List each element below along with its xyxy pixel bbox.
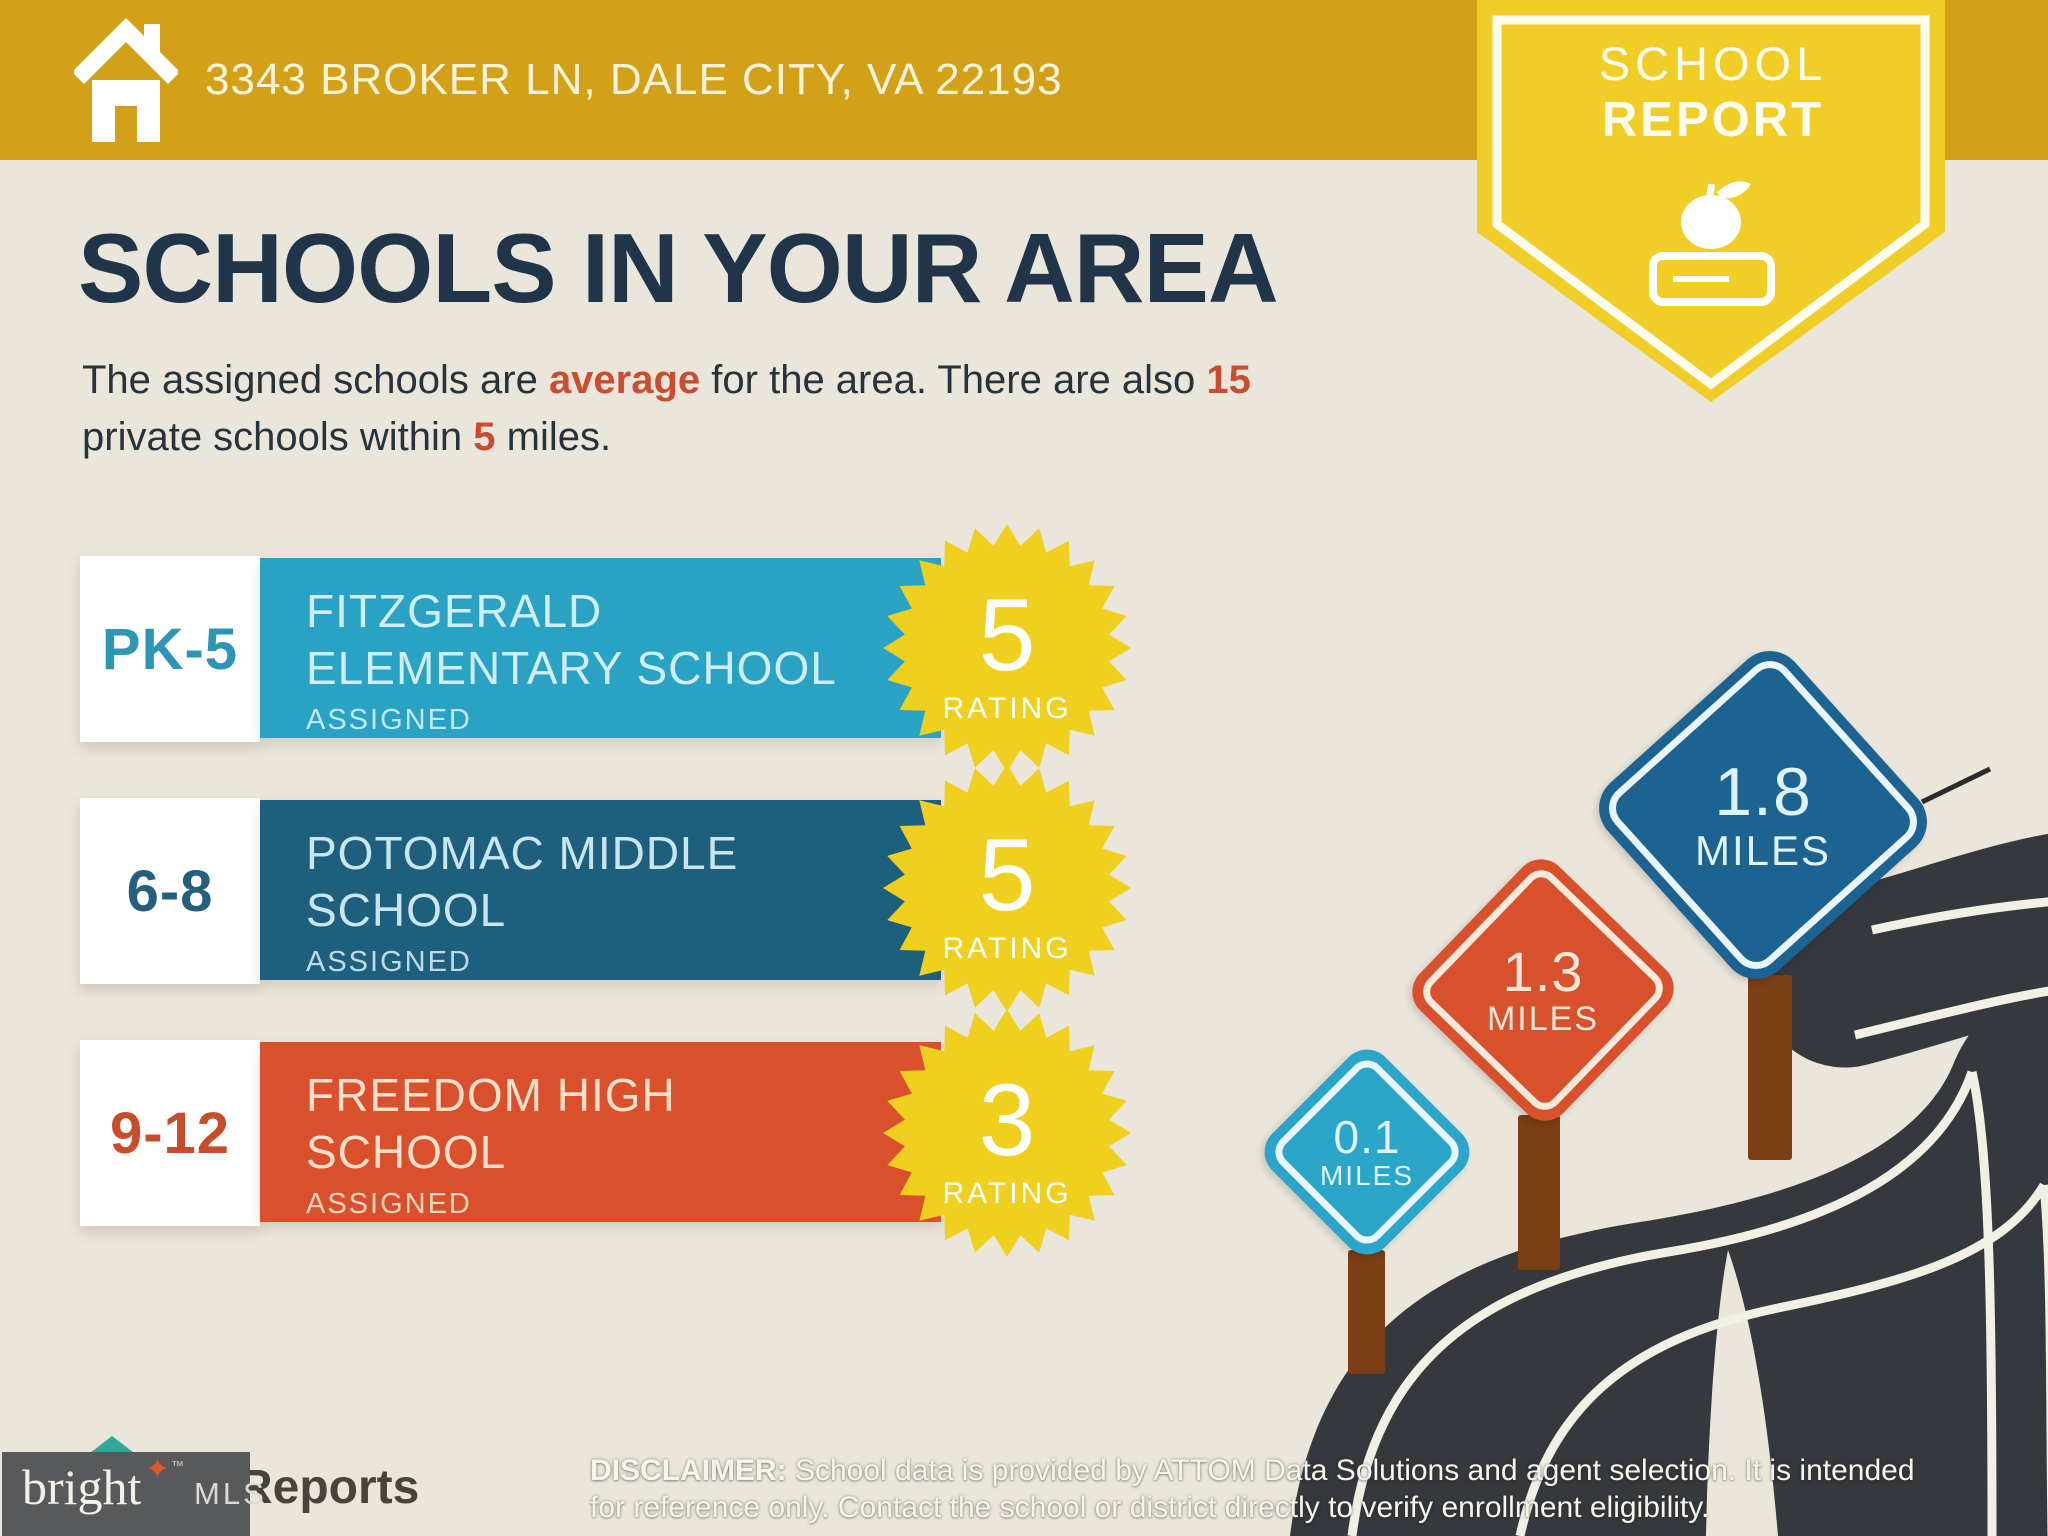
svg-text:5: 5 [979, 578, 1036, 692]
book-icon [1649, 252, 1775, 306]
svg-text:REPORT: REPORT [1602, 93, 1824, 147]
apple-icon [1681, 181, 1751, 249]
distance-unit: MILES [1319, 1160, 1415, 1192]
school-bar-elementary: FITZGERALD ELEMENTARY SCHOOL ASSIGNED [260, 558, 941, 738]
disclaimer-text: DISCLAIMER: School data is provided by A… [590, 1454, 1915, 1524]
school-name: POTOMAC MIDDLE SCHOOL [306, 827, 739, 936]
school-bar-high: FREEDOM HIGH SCHOOL ASSIGNED [260, 1042, 941, 1222]
road-edge-lines [1347, 897, 2048, 1536]
trademark-symbol: ™ [171, 1458, 184, 1473]
assigned-label: ASSIGNED [306, 1188, 472, 1220]
svg-text:5: 5 [979, 818, 1036, 932]
svg-text:RATING: RATING [942, 692, 1071, 725]
sign-post-near [1348, 1250, 1385, 1374]
svg-text:3: 3 [979, 1063, 1036, 1177]
sparkle-icon: ✦ [145, 1453, 171, 1486]
svg-text:RATING: RATING [942, 1177, 1071, 1210]
school-name: FREEDOM HIGH SCHOOL [306, 1069, 676, 1178]
distance-value: 0.1 [1333, 1111, 1401, 1164]
distance-value: 1.3 [1502, 939, 1584, 1003]
svg-text:RATING: RATING [942, 932, 1071, 965]
sign-post-far [1748, 975, 1792, 1160]
distance-unit: MILES [1486, 999, 1600, 1038]
brand-suffix: MLS [194, 1476, 267, 1511]
svg-text:SCHOOL: SCHOOL [1599, 37, 1828, 90]
home-icon [74, 17, 178, 142]
school-report-badge: SCHOOL REPORT [1477, 0, 1945, 402]
rating-starburst-middle: 5 RATING [883, 764, 1131, 1012]
page-title: SCHOOLS IN YOUR AREA [78, 213, 1279, 323]
distance-value: 1.8 [1714, 754, 1812, 831]
property-address: 3343 BROKER LN, DALE CITY, VA 22193 [205, 55, 1063, 104]
subtitle-line-1: The assigned schools are average for the… [82, 358, 1251, 402]
grade-range-middle: 6-8 [80, 798, 260, 984]
bright-mls-logo: bright ✦ ™ MLS [2, 1452, 264, 1536]
reports-logo-text: Reports [238, 1461, 420, 1514]
school-name: FITZGERALD ELEMENTARY SCHOOL [306, 585, 837, 694]
sign-post-mid [1518, 1115, 1560, 1270]
distance-sign-1-8-miles: 1.8 MILES [1585, 637, 1941, 993]
grade-range-high: 9-12 [80, 1040, 260, 1226]
rating-starburst-high: 3 RATING [883, 1009, 1131, 1257]
brand-wordmark: bright [22, 1459, 142, 1515]
road-asphalt-main [1290, 986, 2048, 1536]
partner-logo-roof-icon [86, 1436, 138, 1456]
school-bar-middle: POTOMAC MIDDLE SCHOOL ASSIGNED [260, 800, 941, 980]
assigned-label: ASSIGNED [306, 946, 472, 978]
grade-range-elementary: PK-5 [80, 556, 260, 742]
rating-starburst-elementary: 5 RATING [883, 524, 1131, 772]
distance-unit: MILES [1694, 826, 1832, 874]
road-asphalt-upper [1757, 834, 2048, 1068]
signpost-rod [1920, 766, 1992, 805]
page-subtitle: The assigned schools are average for the… [82, 352, 1251, 466]
assigned-label: ASSIGNED [306, 704, 472, 736]
subtitle-line-2: private schools within 5 miles. [82, 415, 612, 459]
